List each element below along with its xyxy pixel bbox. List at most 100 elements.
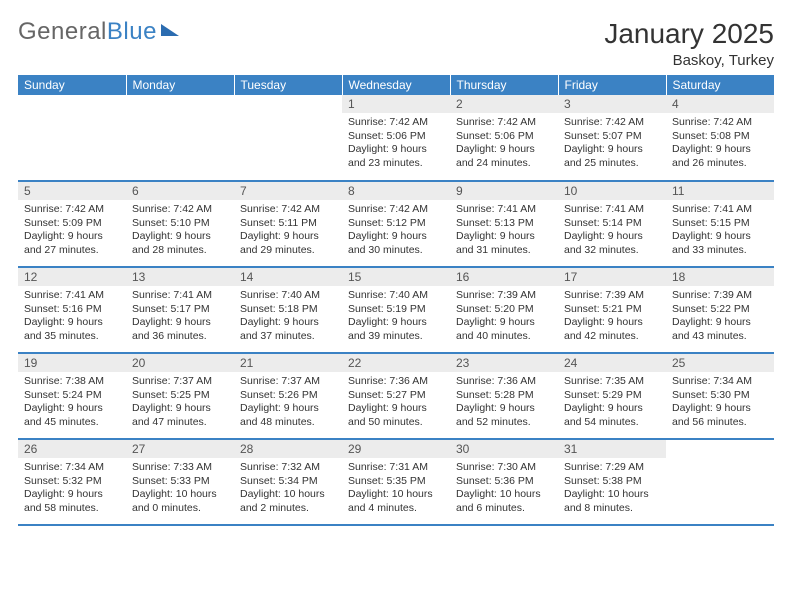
calendar-day-cell: 2Sunrise: 7:42 AMSunset: 5:06 PMDaylight… [450, 95, 558, 181]
day-number: 15 [342, 268, 450, 286]
day-details: Sunrise: 7:38 AMSunset: 5:24 PMDaylight:… [18, 372, 126, 434]
calendar-day-cell: 24Sunrise: 7:35 AMSunset: 5:29 PMDayligh… [558, 353, 666, 439]
day-details: Sunrise: 7:35 AMSunset: 5:29 PMDaylight:… [558, 372, 666, 434]
day-details: Sunrise: 7:40 AMSunset: 5:19 PMDaylight:… [342, 286, 450, 348]
day-number: 12 [18, 268, 126, 286]
calendar-day-cell: 12Sunrise: 7:41 AMSunset: 5:16 PMDayligh… [18, 267, 126, 353]
calendar-day-cell: 6Sunrise: 7:42 AMSunset: 5:10 PMDaylight… [126, 181, 234, 267]
calendar-week-row: 5Sunrise: 7:42 AMSunset: 5:09 PMDaylight… [18, 181, 774, 267]
logo-triangle-icon [161, 24, 179, 36]
month-title: January 2025 [604, 18, 774, 50]
day-details: Sunrise: 7:41 AMSunset: 5:16 PMDaylight:… [18, 286, 126, 348]
weekday-header-row: SundayMondayTuesdayWednesdayThursdayFrid… [18, 75, 774, 95]
day-details: Sunrise: 7:42 AMSunset: 5:07 PMDaylight:… [558, 113, 666, 175]
calendar-day-cell: 11Sunrise: 7:41 AMSunset: 5:15 PMDayligh… [666, 181, 774, 267]
calendar-day-cell: 20Sunrise: 7:37 AMSunset: 5:25 PMDayligh… [126, 353, 234, 439]
calendar-day-cell: 1Sunrise: 7:42 AMSunset: 5:06 PMDaylight… [342, 95, 450, 181]
day-number: 5 [18, 182, 126, 200]
calendar-day-cell: 28Sunrise: 7:32 AMSunset: 5:34 PMDayligh… [234, 439, 342, 525]
day-details: Sunrise: 7:42 AMSunset: 5:06 PMDaylight:… [342, 113, 450, 175]
weekday-header: Monday [126, 75, 234, 95]
day-details: Sunrise: 7:36 AMSunset: 5:27 PMDaylight:… [342, 372, 450, 434]
day-details: Sunrise: 7:31 AMSunset: 5:35 PMDaylight:… [342, 458, 450, 520]
day-number: 13 [126, 268, 234, 286]
day-number: 30 [450, 440, 558, 458]
day-details: Sunrise: 7:42 AMSunset: 5:08 PMDaylight:… [666, 113, 774, 175]
day-number: 7 [234, 182, 342, 200]
calendar-day-cell: 15Sunrise: 7:40 AMSunset: 5:19 PMDayligh… [342, 267, 450, 353]
day-details: Sunrise: 7:42 AMSunset: 5:09 PMDaylight:… [18, 200, 126, 262]
day-number: 21 [234, 354, 342, 372]
calendar-day-cell: 4Sunrise: 7:42 AMSunset: 5:08 PMDaylight… [666, 95, 774, 181]
calendar-day-cell: 30Sunrise: 7:30 AMSunset: 5:36 PMDayligh… [450, 439, 558, 525]
brand-part1: General [18, 18, 107, 46]
day-details: Sunrise: 7:39 AMSunset: 5:22 PMDaylight:… [666, 286, 774, 348]
weekday-header: Thursday [450, 75, 558, 95]
location: Baskoy, Turkey [604, 52, 774, 69]
calendar-day-cell: .. [666, 439, 774, 525]
calendar-day-cell: 10Sunrise: 7:41 AMSunset: 5:14 PMDayligh… [558, 181, 666, 267]
calendar-body: ......1Sunrise: 7:42 AMSunset: 5:06 PMDa… [18, 95, 774, 525]
calendar-week-row: ......1Sunrise: 7:42 AMSunset: 5:06 PMDa… [18, 95, 774, 181]
calendar-day-cell: 31Sunrise: 7:29 AMSunset: 5:38 PMDayligh… [558, 439, 666, 525]
day-number: 31 [558, 440, 666, 458]
day-number: 25 [666, 354, 774, 372]
calendar-day-cell: 19Sunrise: 7:38 AMSunset: 5:24 PMDayligh… [18, 353, 126, 439]
day-details: Sunrise: 7:37 AMSunset: 5:25 PMDaylight:… [126, 372, 234, 434]
day-number: 27 [126, 440, 234, 458]
calendar-week-row: 19Sunrise: 7:38 AMSunset: 5:24 PMDayligh… [18, 353, 774, 439]
day-number: 16 [450, 268, 558, 286]
day-number: 26 [18, 440, 126, 458]
day-details: Sunrise: 7:37 AMSunset: 5:26 PMDaylight:… [234, 372, 342, 434]
calendar-week-row: 26Sunrise: 7:34 AMSunset: 5:32 PMDayligh… [18, 439, 774, 525]
day-number: 1 [342, 95, 450, 113]
brand-part2: Blue [107, 18, 157, 46]
calendar-day-cell: 9Sunrise: 7:41 AMSunset: 5:13 PMDaylight… [450, 181, 558, 267]
calendar-day-cell: 14Sunrise: 7:40 AMSunset: 5:18 PMDayligh… [234, 267, 342, 353]
calendar-day-cell: 21Sunrise: 7:37 AMSunset: 5:26 PMDayligh… [234, 353, 342, 439]
day-number: 18 [666, 268, 774, 286]
calendar-day-cell: 26Sunrise: 7:34 AMSunset: 5:32 PMDayligh… [18, 439, 126, 525]
day-number: 29 [342, 440, 450, 458]
brand-logo: GeneralBlue [18, 18, 179, 46]
day-details: Sunrise: 7:34 AMSunset: 5:30 PMDaylight:… [666, 372, 774, 434]
calendar-day-cell: 8Sunrise: 7:42 AMSunset: 5:12 PMDaylight… [342, 181, 450, 267]
weekday-header: Friday [558, 75, 666, 95]
calendar-day-cell: 25Sunrise: 7:34 AMSunset: 5:30 PMDayligh… [666, 353, 774, 439]
header: GeneralBlue January 2025 Baskoy, Turkey [18, 18, 774, 69]
day-number: 20 [126, 354, 234, 372]
calendar-day-cell: .. [18, 95, 126, 181]
calendar-day-cell: 17Sunrise: 7:39 AMSunset: 5:21 PMDayligh… [558, 267, 666, 353]
day-number: 2 [450, 95, 558, 113]
calendar-day-cell: 27Sunrise: 7:33 AMSunset: 5:33 PMDayligh… [126, 439, 234, 525]
calendar-day-cell: 16Sunrise: 7:39 AMSunset: 5:20 PMDayligh… [450, 267, 558, 353]
day-details: Sunrise: 7:40 AMSunset: 5:18 PMDaylight:… [234, 286, 342, 348]
day-number: 6 [126, 182, 234, 200]
day-number: 3 [558, 95, 666, 113]
day-details: Sunrise: 7:32 AMSunset: 5:34 PMDaylight:… [234, 458, 342, 520]
day-number: 24 [558, 354, 666, 372]
day-details: Sunrise: 7:42 AMSunset: 5:11 PMDaylight:… [234, 200, 342, 262]
day-details: Sunrise: 7:34 AMSunset: 5:32 PMDaylight:… [18, 458, 126, 520]
day-details: Sunrise: 7:41 AMSunset: 5:14 PMDaylight:… [558, 200, 666, 262]
day-number: 19 [18, 354, 126, 372]
day-number: 22 [342, 354, 450, 372]
calendar-day-cell: 22Sunrise: 7:36 AMSunset: 5:27 PMDayligh… [342, 353, 450, 439]
day-number: 10 [558, 182, 666, 200]
calendar-day-cell: 5Sunrise: 7:42 AMSunset: 5:09 PMDaylight… [18, 181, 126, 267]
day-number: 23 [450, 354, 558, 372]
day-number: 4 [666, 95, 774, 113]
weekday-header: Sunday [18, 75, 126, 95]
calendar-day-cell: 3Sunrise: 7:42 AMSunset: 5:07 PMDaylight… [558, 95, 666, 181]
calendar-table: SundayMondayTuesdayWednesdayThursdayFrid… [18, 75, 774, 526]
day-details: Sunrise: 7:39 AMSunset: 5:21 PMDaylight:… [558, 286, 666, 348]
title-block: January 2025 Baskoy, Turkey [604, 18, 774, 69]
calendar-day-cell: 23Sunrise: 7:36 AMSunset: 5:28 PMDayligh… [450, 353, 558, 439]
calendar-day-cell: 7Sunrise: 7:42 AMSunset: 5:11 PMDaylight… [234, 181, 342, 267]
day-details: Sunrise: 7:41 AMSunset: 5:15 PMDaylight:… [666, 200, 774, 262]
day-details: Sunrise: 7:30 AMSunset: 5:36 PMDaylight:… [450, 458, 558, 520]
weekday-header: Saturday [666, 75, 774, 95]
day-details: Sunrise: 7:36 AMSunset: 5:28 PMDaylight:… [450, 372, 558, 434]
calendar-day-cell: 18Sunrise: 7:39 AMSunset: 5:22 PMDayligh… [666, 267, 774, 353]
calendar-day-cell: 29Sunrise: 7:31 AMSunset: 5:35 PMDayligh… [342, 439, 450, 525]
